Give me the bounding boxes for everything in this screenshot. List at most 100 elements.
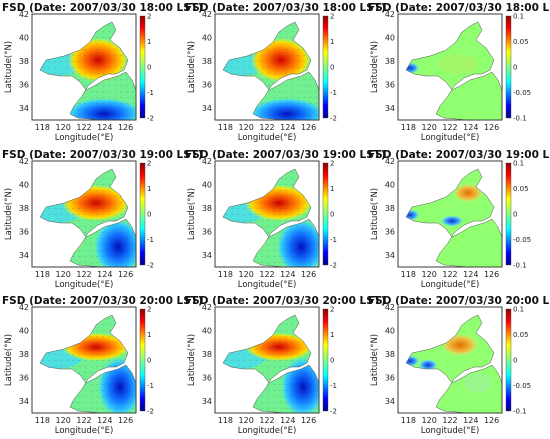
coastline [39, 21, 137, 121]
y-tick-label: 42 [202, 10, 212, 19]
y-tick-label: 38 [385, 57, 395, 66]
colorbar-tick-label: -1 [147, 382, 154, 390]
map-area [397, 160, 503, 268]
colorbar-tick-label: 1 [330, 331, 334, 339]
colorbar-tick-label: 1 [147, 38, 151, 46]
x-tick-label: 122 [442, 416, 457, 425]
y-tick-label: 36 [202, 228, 212, 237]
colorbar-tick-label: 2 [147, 13, 151, 21]
y-tick-label: 38 [19, 350, 29, 359]
y-tick-label: 40 [202, 181, 212, 190]
y-tick-label: 40 [385, 34, 395, 43]
colorbar-tick-label: 2 [330, 306, 334, 314]
colorbar [139, 15, 146, 119]
colorbar-tick-label: -1 [147, 236, 154, 244]
coastline [405, 168, 503, 268]
y-axis-label: Latitude(°N) [187, 41, 197, 93]
x-tick-label: 124 [463, 416, 478, 425]
colorbar [505, 308, 512, 412]
x-tick-label: 124 [280, 123, 295, 132]
coastline [222, 314, 320, 414]
x-tick-label: 124 [280, 270, 295, 279]
panel-title: FSD (Date: 2007/03/30 19:00 LST) [2, 149, 203, 161]
colorbar-tick-label: -2 [147, 408, 154, 416]
colorbar-tick-label: 0.05 [513, 185, 529, 193]
y-tick-label: 34 [385, 397, 395, 406]
colorbar-tick-label: 2 [330, 13, 334, 21]
panel-title: FSD (Date: 2007/03/30 20:00 LST) [368, 295, 550, 307]
x-tick-label: 118 [401, 270, 416, 279]
y-tick-label: 40 [19, 181, 29, 190]
coastline [405, 21, 503, 121]
x-tick-label: 124 [97, 416, 112, 425]
colorbar-tick-label: -1 [330, 236, 337, 244]
panel-title: FSD (Date: 2007/03/30 18:00 LST) [185, 2, 386, 14]
colorbar-tick-label: 0 [513, 357, 517, 365]
y-tick-label: 34 [19, 397, 29, 406]
x-axis-label: Longitude(°E) [421, 133, 480, 143]
y-tick-label: 38 [385, 204, 395, 213]
colorbar-tick-label: -0.05 [513, 382, 531, 390]
x-tick-label: 122 [259, 270, 274, 279]
panel-8: FSD (Date: 2007/03/30 20:00 LST)118 120 12… [185, 295, 386, 436]
x-tick-label: 126 [484, 123, 499, 132]
colorbar [322, 162, 329, 266]
x-tick-label: 120 [239, 123, 254, 132]
y-tick-label: 34 [202, 397, 212, 406]
y-tick-label: 40 [19, 34, 29, 43]
y-tick-label: 42 [385, 157, 395, 166]
colorbar-tick-label: -0.05 [513, 236, 531, 244]
y-tick-label: 40 [19, 327, 29, 336]
colorbar-tick-label: 2 [147, 306, 151, 314]
map-area [31, 306, 137, 414]
colorbar [505, 162, 512, 266]
y-tick-label: 40 [385, 327, 395, 336]
x-tick-label: 120 [239, 270, 254, 279]
x-tick-label: 118 [401, 123, 416, 132]
panel-title: FSD (Date: 2007/03/30 19:00 LST) [368, 149, 550, 161]
x-tick-label: 126 [118, 123, 133, 132]
x-tick-label: 122 [76, 123, 91, 132]
panel-4: FSD (Date: 2007/03/30 19:00 LST)118 120 12… [2, 149, 203, 290]
coastline [39, 168, 137, 268]
y-axis-label: Latitude(°N) [370, 188, 380, 240]
colorbar-tick-label: 0.1 [513, 306, 524, 314]
colorbar-tick-label: 2 [147, 160, 151, 168]
x-tick-label: 120 [56, 123, 71, 132]
x-tick-label: 122 [259, 416, 274, 425]
y-axis-label: Latitude(°N) [4, 188, 14, 240]
map-area [214, 13, 320, 121]
y-tick-label: 42 [385, 10, 395, 19]
x-axis-label: Longitude(°E) [55, 133, 114, 143]
y-tick-label: 38 [202, 204, 212, 213]
colorbar-tick-label: 0 [147, 357, 151, 365]
colorbar-tick-label: -2 [147, 115, 154, 123]
x-tick-label: 118 [218, 416, 233, 425]
panel-title: FSD (Date: 2007/03/30 20:00 LST) [185, 295, 386, 307]
y-tick-label: 42 [19, 157, 29, 166]
colorbar-tick-label: 0 [330, 211, 334, 219]
y-tick-label: 36 [19, 228, 29, 237]
x-tick-label: 120 [56, 270, 71, 279]
y-axis-label: Latitude(°N) [4, 41, 14, 93]
x-tick-label: 118 [35, 416, 50, 425]
x-tick-label: 120 [56, 416, 71, 425]
colorbar-tick-label: -2 [330, 408, 337, 416]
colorbar-tick-label: -2 [147, 262, 154, 270]
colorbar-tick-label: 0 [513, 211, 517, 219]
x-tick-label: 118 [35, 123, 50, 132]
coastline [39, 314, 137, 414]
colorbar-tick-label: 0 [513, 64, 517, 72]
colorbar-tick-label: 0 [147, 64, 151, 72]
colorbar-tick-label: 1 [330, 185, 334, 193]
x-tick-label: 126 [484, 270, 499, 279]
y-tick-label: 34 [202, 104, 212, 113]
colorbar-tick-label: 0.1 [513, 160, 524, 168]
x-tick-label: 120 [422, 270, 437, 279]
y-axis-label: Latitude(°N) [4, 334, 14, 386]
x-tick-label: 124 [463, 270, 478, 279]
panel-1: FSD (Date: 2007/03/30 18:00 LST)118 120 12… [2, 2, 203, 143]
x-tick-label: 118 [35, 270, 50, 279]
panel-3: FSD (Date: 2007/03/30 18:00 LST) 118 120 12… [368, 2, 550, 143]
y-tick-label: 36 [202, 81, 212, 90]
